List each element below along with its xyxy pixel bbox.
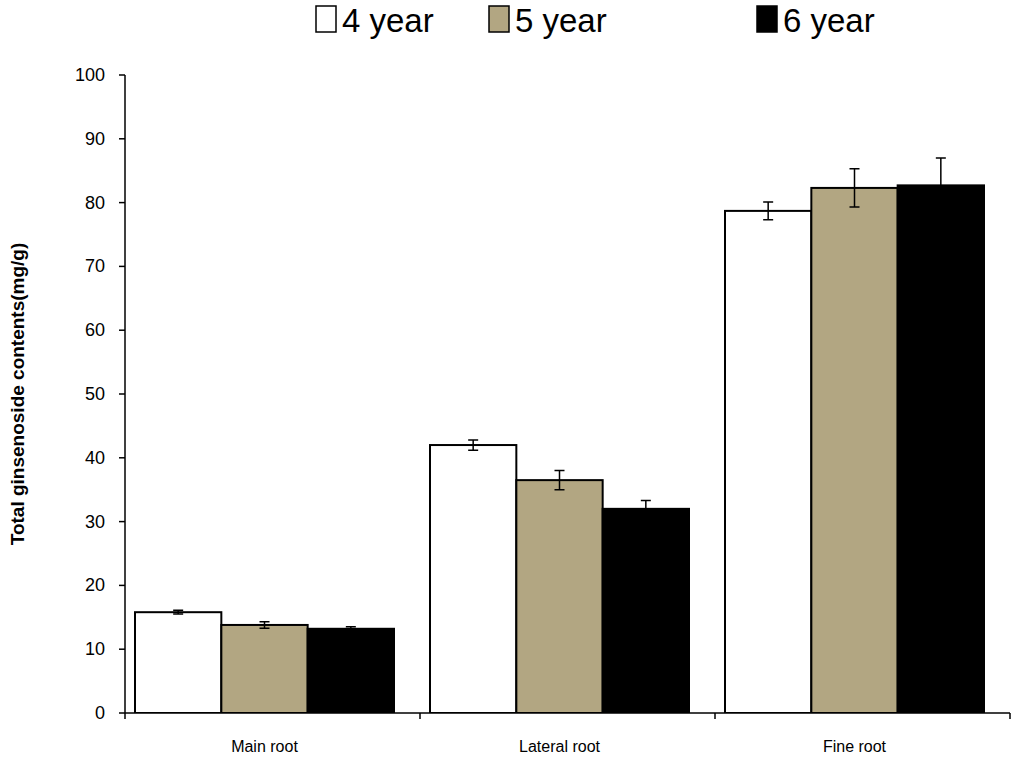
chart: 0 10 20 30 40 50 60 70 80 90 100 Main root Lateral r… [0,0,1024,766]
y-tick [119,202,125,204]
x-tick-label: Main root [231,738,298,755]
y-tick-label: 60 [85,320,105,340]
y-tick [119,266,125,268]
bar [603,509,689,713]
y-tick [119,329,125,331]
error-bar [173,610,183,614]
y-tick [119,521,125,523]
x-tick [1009,713,1011,719]
y-tick-label: 10 [85,639,105,659]
y-tick [119,138,125,140]
y-axis-label: Total ginsenoside contents(mg/g) [7,243,28,546]
y-tick [119,393,125,395]
error-bar [850,169,860,207]
y-tick-label: 30 [85,512,105,532]
bar [135,612,221,713]
error-bar [260,622,270,628]
x-tick-label: Fine root [823,738,887,755]
error-bar [468,440,478,450]
x-axis [125,712,1010,714]
bars [135,158,984,713]
error-bar [346,627,356,631]
x-tick [124,713,126,719]
y-tick-label: 90 [85,129,105,149]
y-tick [119,74,125,76]
bar [516,480,602,713]
legend-label: 4 year [342,2,434,39]
error-bar [936,158,946,213]
legend-label: 6 year [783,2,875,39]
y-tick [119,585,125,587]
x-tick [419,713,421,719]
x-tick [714,713,716,719]
error-bar [555,471,565,490]
legend-swatch [757,6,777,32]
bar [811,188,897,713]
y-tick-label: 70 [85,256,105,276]
bar [430,445,516,713]
y-tick-label: 40 [85,448,105,468]
bar [898,185,984,713]
bar [725,211,811,713]
legend-label: 5 year [515,2,607,39]
legend-swatch [316,6,336,32]
error-bar [641,501,651,518]
y-tick [119,648,125,650]
y-tick-label: 20 [85,575,105,595]
y-tick [119,712,125,714]
y-tick-label: 50 [85,384,105,404]
y-tick [119,457,125,459]
x-tick-label: Lateral root [519,738,600,755]
y-tick-label: 100 [75,65,105,85]
legend-swatch [489,6,509,32]
error-bar [763,202,773,220]
bar [308,629,394,713]
y-tick-label: 0 [95,703,105,723]
y-tick-label: 80 [85,193,105,213]
bar [221,625,307,713]
